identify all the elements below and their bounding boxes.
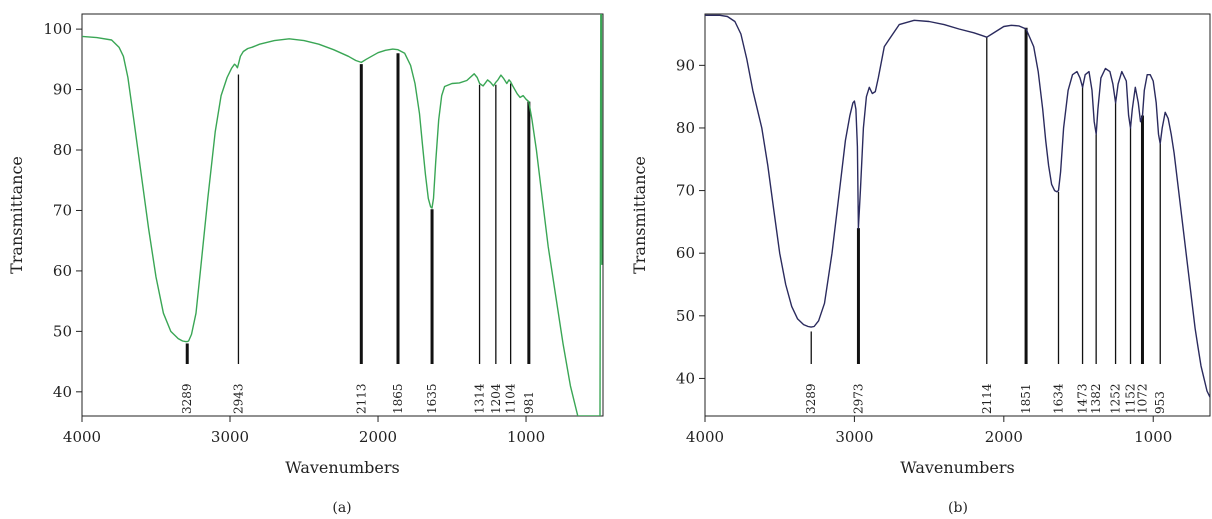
y-tick-label: 40 (676, 369, 695, 387)
peak-label-1634: 1634 (1052, 383, 1066, 414)
panel-label: (a) (332, 500, 351, 516)
x-tick-label: 2000 (985, 428, 1023, 446)
y-tick-label: 50 (53, 322, 72, 340)
panel-label: (b) (948, 500, 968, 516)
spectrum-panel-b: 40 50 60 70 80 90 4000 3000 2000 1000 Wavenumbers T… (630, 13, 1211, 516)
x-tick-label: 3000 (835, 428, 873, 446)
peak-label-1382: 1382 (1089, 383, 1103, 414)
peak-label-1314: 1314 (473, 383, 487, 414)
peak-label-981: 981 (522, 391, 536, 414)
x-tick-label: 1000 (1134, 428, 1172, 446)
peak-label-2114: 2114 (980, 383, 994, 414)
y-tick-label: 80 (53, 141, 72, 159)
peak-label-1252: 1252 (1109, 383, 1123, 414)
peak-label-1851: 1851 (1019, 383, 1033, 414)
y-tick-label: 70 (676, 182, 695, 200)
peak-label-1865: 1865 (391, 383, 405, 414)
peak-label-3289: 3289 (180, 383, 194, 414)
y-axis-title: Transmittance (7, 156, 26, 274)
spectrum-panel-a: 40 50 60 70 80 90 100 4000 3000 2000 1000 Wavenumbe… (7, 13, 604, 516)
plot-frame (81, 13, 604, 417)
y-tick-label: 80 (676, 119, 695, 137)
y-tick-label: 50 (676, 307, 695, 325)
peak-label-3289: 3289 (804, 383, 818, 414)
x-axis-title: Wavenumbers (900, 458, 1014, 477)
y-tick-label: 40 (53, 383, 72, 401)
peak-label-1204: 1204 (489, 383, 503, 414)
y-tick-label: 100 (43, 20, 72, 38)
y-tick-label: 70 (53, 201, 72, 219)
x-tick-label: 2000 (359, 428, 397, 446)
peak-label-2113: 2113 (354, 383, 368, 414)
peak-label-1152: 1152 (1124, 383, 1138, 414)
x-tick-label: 3000 (211, 428, 249, 446)
spectrum-line (82, 14, 603, 416)
peak-label-1104: 1104 (504, 383, 518, 414)
x-tick-label: 1000 (507, 428, 545, 446)
y-tick-label: 60 (676, 244, 695, 262)
peak-label-1072: 1072 (1135, 383, 1149, 414)
peak-label-2973: 2973 (851, 383, 865, 414)
y-tick-label: 60 (53, 262, 72, 280)
peak-label-953: 953 (1153, 391, 1167, 414)
y-tick-label: 90 (53, 81, 72, 99)
plot-frame (704, 13, 1211, 417)
peak-label-2943: 2943 (231, 383, 245, 414)
y-axis-title: Transmittance (630, 156, 649, 274)
x-tick-label: 4000 (63, 428, 101, 446)
spectrum-line (705, 14, 1210, 398)
peak-label-1635: 1635 (425, 383, 439, 414)
peak-label-1473: 1473 (1076, 383, 1090, 414)
y-tick-label: 90 (676, 56, 695, 74)
x-tick-label: 4000 (686, 428, 724, 446)
x-axis-title: Wavenumbers (285, 458, 399, 477)
